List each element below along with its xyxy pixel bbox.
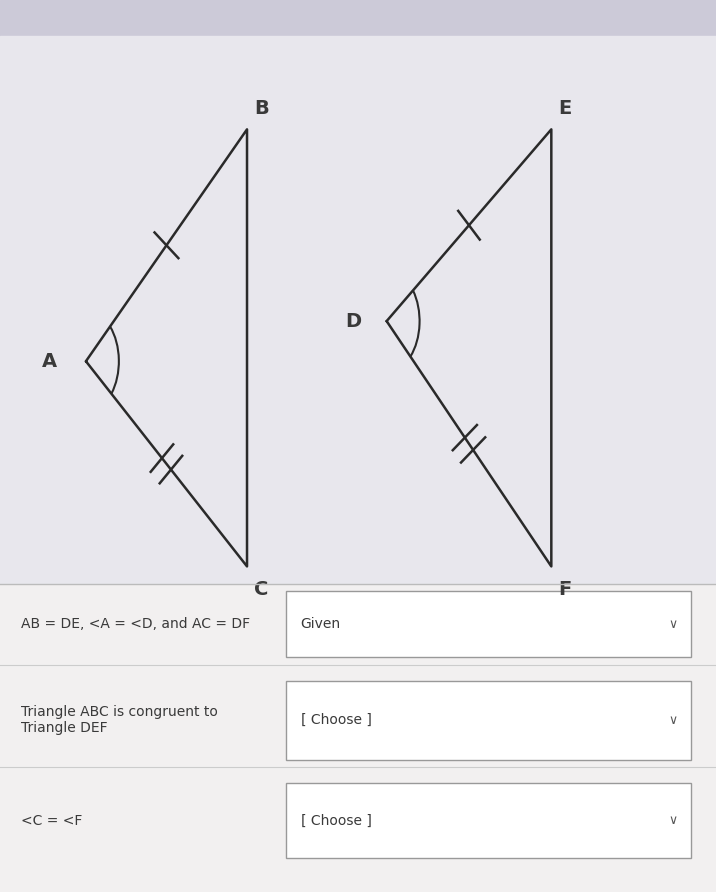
Text: ∨: ∨ [669,814,677,827]
Bar [0,584,716,892]
Bar [286,783,691,858]
Text: [ Choose ]: [ Choose ] [301,814,372,828]
Text: C: C [254,580,268,599]
Text: E: E [558,99,572,118]
Text: A: A [42,351,57,371]
Text: B: B [254,99,269,118]
Text: <C = <F: <C = <F [21,814,83,828]
Bar [286,681,691,760]
Text: Triangle ABC is congruent to
Triangle DEF: Triangle ABC is congruent to Triangle DE… [21,706,218,735]
Text: ∨: ∨ [669,714,677,727]
Text: AB = DE, <A = <D, and AC = DF: AB = DE, <A = <D, and AC = DF [21,617,251,632]
Bar [0,0,716,36]
Text: F: F [558,580,572,599]
Text: ∨: ∨ [669,618,677,631]
Text: D: D [345,311,362,331]
Bar [0,36,716,584]
Bar [286,591,691,657]
Text: [ Choose ]: [ Choose ] [301,714,372,727]
Text: Given: Given [301,617,341,632]
